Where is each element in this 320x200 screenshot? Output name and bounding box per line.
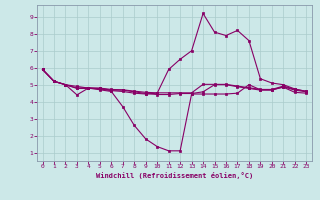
X-axis label: Windchill (Refroidissement éolien,°C): Windchill (Refroidissement éolien,°C): [96, 172, 253, 179]
